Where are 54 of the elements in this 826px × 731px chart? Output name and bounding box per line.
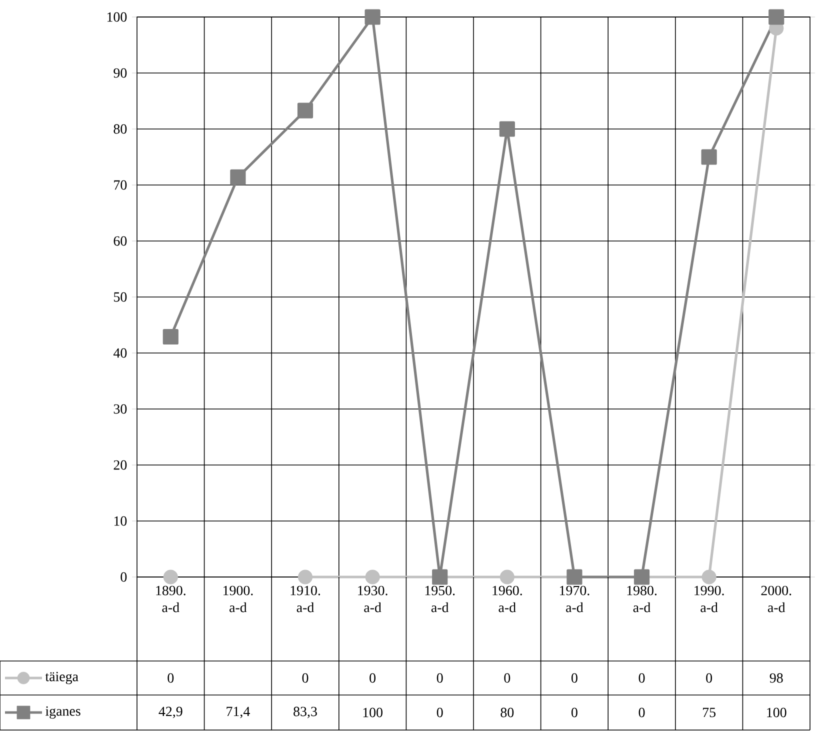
data-label: 0 bbox=[572, 708, 578, 718]
data-label: 0 bbox=[706, 673, 712, 683]
x-tick-label: 1910. a-d bbox=[290, 586, 320, 612]
y-tick-label: 40 bbox=[113, 348, 127, 358]
point bbox=[702, 570, 716, 584]
point bbox=[364, 9, 380, 25]
point bbox=[298, 570, 313, 584]
x-tick-label: 1890. a-d bbox=[156, 586, 186, 612]
y-tick-label: 60 bbox=[114, 236, 127, 246]
x-tick-label: 1990. a-d bbox=[694, 586, 724, 612]
data-label: 0 bbox=[436, 673, 443, 683]
y-tick-label: 0 bbox=[120, 572, 127, 582]
legend-label: täiega bbox=[45, 672, 78, 684]
data-label: 100 bbox=[363, 708, 382, 718]
y-tick-label: 10 bbox=[114, 516, 127, 526]
x-tick-label: 1960. a-d bbox=[492, 586, 522, 612]
point bbox=[297, 102, 314, 118]
x-tick-label: 1930. a-d bbox=[358, 586, 388, 612]
data-label: 0 bbox=[638, 708, 645, 718]
data-label: 98 bbox=[770, 673, 783, 683]
point bbox=[768, 9, 784, 25]
data-label: 71,4 bbox=[226, 706, 250, 718]
y-tick-label: 20 bbox=[114, 460, 127, 470]
data-label: 0 bbox=[302, 673, 308, 683]
x-tick-label: 1900. a-d bbox=[223, 586, 253, 612]
y-tick-label: 90 bbox=[114, 68, 127, 78]
y-tick-label: 50 bbox=[114, 292, 127, 302]
data-label: 0 bbox=[168, 673, 174, 683]
y-tick-label: 70 bbox=[114, 180, 127, 190]
y-tick-label: 100 bbox=[107, 12, 127, 22]
y-tick-label: 80 bbox=[114, 124, 127, 134]
point bbox=[499, 121, 515, 137]
point bbox=[500, 570, 514, 584]
point bbox=[163, 570, 178, 584]
data-label: 83,3 bbox=[294, 706, 317, 718]
data-label: 0 bbox=[436, 708, 443, 718]
data-label: 80 bbox=[500, 708, 514, 718]
data-label: 75 bbox=[703, 708, 716, 718]
data-label: 42,9 bbox=[158, 706, 182, 718]
x-tick-label: 1970. a-d bbox=[560, 586, 590, 612]
x-tick-label: 1950. a-d bbox=[425, 586, 455, 612]
point bbox=[162, 328, 178, 345]
point bbox=[701, 149, 717, 165]
data-label: 0 bbox=[504, 673, 510, 683]
data-label: 0 bbox=[638, 673, 645, 683]
x-tick-label: 2000. a-d bbox=[761, 586, 792, 612]
point bbox=[365, 570, 380, 584]
legend-label: iganes bbox=[45, 706, 80, 719]
data-label: 0 bbox=[572, 673, 578, 683]
data-label: 100 bbox=[767, 708, 786, 718]
data-label: 0 bbox=[370, 673, 376, 683]
y-tick-label: 30 bbox=[114, 404, 127, 414]
x-tick-label: 1980. a-d bbox=[627, 586, 657, 612]
point bbox=[230, 169, 246, 185]
